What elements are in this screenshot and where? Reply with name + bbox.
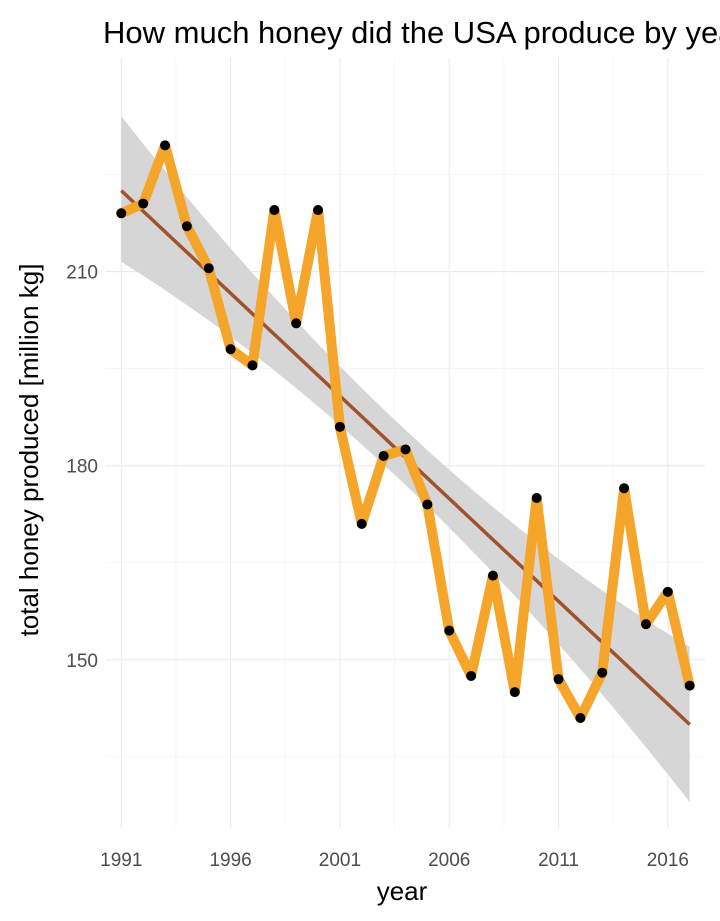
y-tick-label: 180 xyxy=(66,457,98,478)
data-point-2007 xyxy=(466,670,477,681)
data-point-2016 xyxy=(662,586,673,597)
data-point-2008 xyxy=(487,570,498,581)
data-point-1993 xyxy=(160,140,171,151)
data-point-1998 xyxy=(269,205,280,216)
data-point-1995 xyxy=(203,263,214,274)
x-tick-label: 2001 xyxy=(319,850,361,871)
y-tick-label: 150 xyxy=(66,651,98,672)
data-point-2003 xyxy=(378,450,389,461)
x-tick-label: 2006 xyxy=(428,850,470,871)
data-point-2001 xyxy=(334,421,345,432)
data-point-2010 xyxy=(531,493,542,503)
data-point-2000 xyxy=(313,205,324,216)
data-point-1996 xyxy=(225,344,236,355)
chart-title: How much honey did the USA produce by ye… xyxy=(103,15,720,50)
data-point-2017 xyxy=(684,680,695,691)
x-axis-title: year xyxy=(377,876,428,906)
data-point-2006 xyxy=(444,625,455,636)
data-point-2002 xyxy=(356,518,367,529)
data-point-1992 xyxy=(138,198,149,209)
data-point-2015 xyxy=(640,619,651,630)
x-tick-label: 2011 xyxy=(538,850,579,871)
y-axis-ticks: 150 180 210 xyxy=(66,263,98,672)
data-points xyxy=(116,140,695,723)
y-axis-title: total honey produced [million kg] xyxy=(14,264,44,637)
data-point-1991 xyxy=(116,208,127,219)
x-axis-ticks: 1991 1996 2001 2006 2011 2016 xyxy=(100,850,689,871)
data-point-2011 xyxy=(553,674,564,685)
data-point-2009 xyxy=(509,687,520,698)
data-point-1999 xyxy=(291,318,302,329)
y-tick-label: 210 xyxy=(66,263,98,284)
data-point-1997 xyxy=(247,360,258,371)
data-point-2004 xyxy=(400,444,411,455)
data-point-2014 xyxy=(619,483,630,494)
data-point-2013 xyxy=(597,667,608,678)
data-point-2005 xyxy=(422,499,433,510)
data-point-2012 xyxy=(575,713,586,723)
x-tick-label: 1996 xyxy=(209,850,251,871)
data-point-1994 xyxy=(181,221,192,232)
x-tick-label: 2016 xyxy=(647,850,689,871)
x-tick-label: 1991 xyxy=(100,850,142,871)
